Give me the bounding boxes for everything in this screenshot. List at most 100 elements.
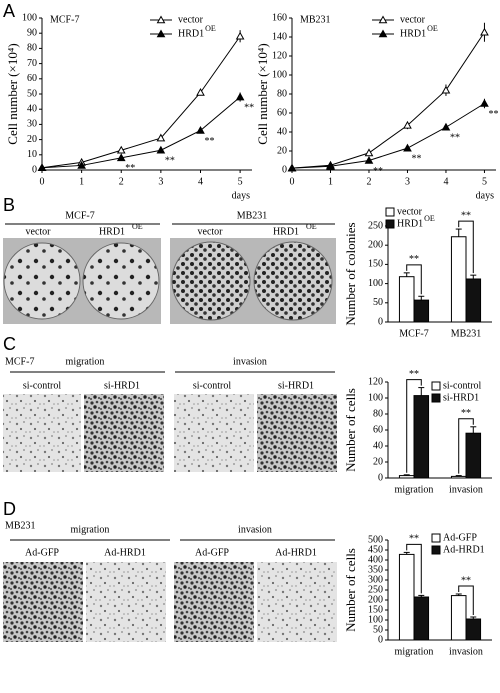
significance-bracket — [458, 220, 474, 274]
chart-title: MCF-7 — [50, 14, 79, 25]
marker — [196, 125, 205, 134]
legend-marker — [378, 15, 388, 24]
image-label-sup: OE — [132, 222, 143, 231]
legend-label: si-HRD1 — [443, 392, 479, 403]
legend-marker — [378, 29, 388, 38]
x-tick-label: 4 — [443, 176, 448, 187]
photo — [86, 562, 166, 642]
y-tick-label: 120 — [368, 376, 383, 387]
y-tick-label: 20 — [277, 145, 287, 156]
marker — [403, 143, 412, 152]
y-tick-label: 120 — [272, 50, 287, 61]
x-tick-label: invasion — [449, 646, 483, 657]
x-tick-label: 5 — [482, 176, 487, 187]
bar — [450, 595, 467, 641]
y-tick-label: 30 — [27, 119, 37, 130]
marker — [287, 163, 297, 172]
marker — [116, 145, 126, 154]
y-tick-label: 450 — [368, 544, 383, 555]
image-label: HRD1 — [273, 226, 299, 237]
bar — [413, 596, 430, 641]
image-label: si-control — [23, 380, 62, 391]
legend-label: vector — [400, 14, 426, 25]
photo — [84, 394, 164, 472]
photo — [257, 394, 337, 472]
significance-bracket — [406, 379, 422, 473]
y-tick-label: 0 — [378, 472, 383, 483]
series-line — [291, 31, 485, 169]
x-axis-label: days — [232, 190, 250, 201]
x-tick-label: 4 — [198, 176, 203, 187]
legend-label: si-control — [443, 380, 482, 391]
y-tick-label: 50 — [27, 88, 37, 99]
x-tick-label: 2 — [366, 176, 371, 187]
y-tick-label: 100 — [368, 614, 383, 625]
y-axis-label: Number of cells — [343, 548, 358, 632]
photo — [3, 562, 83, 642]
bar — [450, 475, 467, 479]
legend-swatch — [431, 533, 441, 543]
image-label: vector — [26, 226, 52, 237]
y-tick-label: 90 — [27, 27, 37, 38]
image-label: Ad-HRD1 — [104, 547, 146, 558]
x-tick-label: MCF-7 — [399, 328, 428, 339]
photo — [174, 394, 254, 472]
x-tick-label: 0 — [40, 176, 45, 187]
dish — [253, 241, 333, 321]
significance: ** — [409, 254, 419, 265]
panel-label: B — [3, 195, 15, 215]
bar — [465, 618, 482, 641]
legend-label: HRD1 — [397, 218, 423, 229]
marker — [441, 122, 451, 131]
y-tick-label: 40 — [277, 126, 287, 137]
panel-label: A — [3, 1, 15, 21]
y-tick-label: 70 — [27, 58, 37, 69]
marker — [235, 31, 245, 40]
legend-label-sup: OE — [424, 214, 435, 223]
y-tick-label: 20 — [27, 134, 37, 145]
significance: ** — [450, 133, 460, 144]
photo — [3, 394, 81, 472]
panel-label: D — [3, 499, 16, 519]
marker — [156, 133, 166, 142]
significance: ** — [461, 575, 471, 586]
marker — [403, 120, 412, 129]
x-tick-label: 1 — [328, 176, 333, 187]
significance: ** — [125, 163, 135, 174]
significance-bracket — [406, 543, 422, 594]
significance: ** — [409, 369, 419, 380]
significance-bracket — [458, 585, 474, 615]
marker — [364, 155, 374, 164]
bar — [398, 276, 415, 323]
y-axis-label: Cell number (×10⁴) — [5, 43, 20, 144]
y-tick-label: 20 — [373, 456, 383, 467]
y-tick-label: 200 — [368, 594, 383, 605]
x-tick-label: invasion — [449, 484, 483, 495]
y-tick-label: 250 — [368, 584, 383, 595]
significance: ** — [409, 534, 419, 545]
y-tick-label: 0 — [378, 316, 383, 327]
image-label: migration — [71, 524, 110, 535]
y-tick-label: 0 — [378, 634, 383, 645]
dish — [3, 242, 81, 320]
panel-label: C — [3, 334, 16, 354]
image-label: vector — [198, 226, 224, 237]
x-tick-label: migration — [395, 484, 434, 495]
y-tick-label: 0 — [32, 164, 37, 175]
legend-swatch — [385, 219, 395, 229]
y-tick-label: 80 — [277, 88, 287, 99]
marker — [77, 160, 86, 169]
photo — [257, 562, 337, 642]
image-label: si-control — [193, 380, 232, 391]
image-label: si-HRD1 — [104, 380, 140, 391]
y-tick-label: 300 — [368, 574, 383, 585]
y-tick-label: 150 — [368, 259, 383, 270]
image-label: Ad-HRD1 — [275, 547, 317, 558]
y-axis-label: Number of cells — [343, 388, 358, 472]
image-label-sup: OE — [306, 222, 317, 231]
marker — [116, 153, 126, 162]
legend-marker — [156, 15, 166, 24]
image-label: invasion — [233, 356, 267, 367]
legend-swatch — [431, 393, 441, 403]
y-tick-label: 100 — [22, 12, 37, 23]
